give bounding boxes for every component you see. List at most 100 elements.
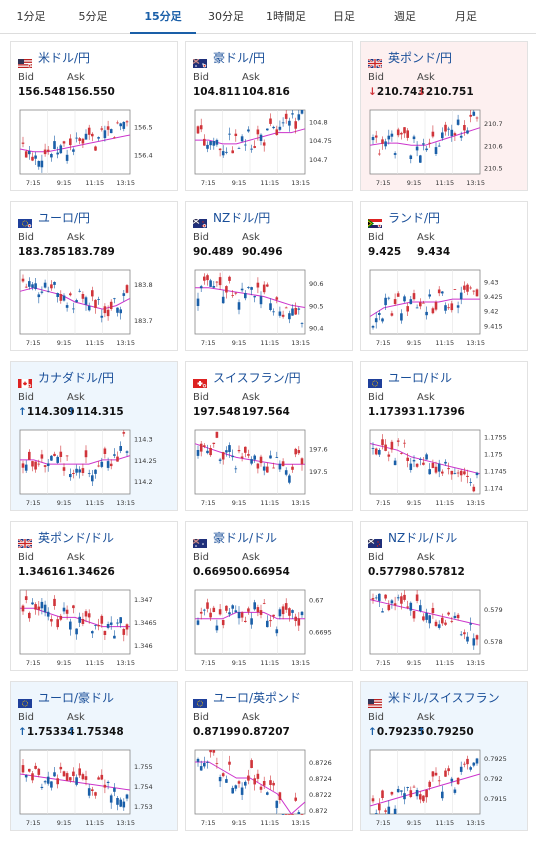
candlestick-chart[interactable]: 9.43 9.425 9.42 9.415 7:15 9:15 11:15 13:15 (368, 266, 522, 348)
tab-5[interactable]: 1時間足 (266, 10, 306, 23)
candlestick-chart[interactable]: 156.5 156.4 7:15 9:15 11:15 13:15 (18, 106, 172, 188)
candle-body (412, 786, 416, 788)
candle-body (419, 605, 422, 611)
pair-title[interactable]: ユーロ/円 (38, 211, 91, 225)
candle-body (250, 148, 253, 150)
candle-body (387, 297, 391, 299)
moving-average-line (369, 443, 481, 475)
pair-title[interactable]: スイスフラン/円 (213, 371, 301, 385)
tab-3[interactable]: 15分足 (130, 0, 196, 34)
rate-card[interactable]: NZドル/ドル Bid Ask 0.57798 0.57812 0.579 0.578 7:1… (360, 521, 528, 671)
candlestick-chart[interactable]: 183.8 183.7 7:15 9:15 11:15 13:15 (18, 266, 172, 348)
candle-body (469, 114, 472, 117)
pair-title[interactable]: NZドル/ドル (388, 531, 458, 545)
candle-body (266, 284, 269, 287)
tab-6[interactable]: 日足 (333, 10, 355, 23)
candle-body (403, 594, 406, 600)
rate-card[interactable]: ユーロ/豪ドル Bid Ask ↑1.75334 ↑1.75348 1.755 1.754 1… (10, 681, 178, 831)
pair-title[interactable]: 豪ドル/ドル (213, 531, 278, 545)
pair-title[interactable]: ユーロ/豪ドル (38, 691, 115, 705)
candle-body (37, 161, 41, 167)
candle-body (378, 153, 381, 155)
candle-body (78, 616, 81, 623)
candle-body (43, 465, 47, 467)
bid-value: ↑0.79235 (368, 726, 425, 738)
candlestick-chart[interactable]: 90.6 90.5 90.4 7:15 9:15 11:15 13:15 (193, 266, 347, 348)
candle-body (100, 774, 104, 780)
rate-card[interactable]: スイスフラン/円 Bid Ask 197.548 197.564 197.6 197.5 7:… (185, 361, 353, 511)
x-tick-label: 7:15 (376, 659, 391, 667)
candle-body (225, 286, 228, 293)
x-tick-label: 9:15 (57, 339, 72, 347)
tab-4[interactable]: 30分足 (208, 10, 244, 23)
candlestick-chart[interactable]: 1.1755 1.175 1.1745 1.174 7:15 9:15 11:15 13:15 (368, 426, 522, 508)
rate-card[interactable]: ユーロ/英ポンド Bid Ask 0.87199 0.87207 0.8726 0.8724… (185, 681, 353, 831)
candlestick-chart[interactable]: 1.755 1.754 1.753 7:15 9:15 11:15 13:15 (18, 746, 172, 828)
candle-body (441, 791, 444, 799)
pair-title[interactable]: ユーロ/ドル (388, 371, 453, 385)
rate-card[interactable]: 米ドル/円 Bid Ask 156.548 156.550 156.5 156.4 7:15 9… (10, 41, 178, 191)
candle-body (284, 470, 288, 475)
rate-card[interactable]: ユーロ/ドル Bid Ask 1.17393 1.17396 1.1755 1.175 1.1… (360, 361, 528, 511)
candlestick-chart[interactable]: 114.3 114.25 114.2 7:15 9:15 11:15 13:15 (18, 426, 172, 508)
pair-title[interactable]: 米ドル/円 (38, 51, 91, 65)
candle-body (278, 463, 282, 470)
candlestick-chart[interactable]: 0.67 0.6695 7:15 9:15 11:15 13:15 (193, 586, 347, 668)
candle-body (78, 290, 81, 292)
candle-body (62, 771, 66, 777)
x-tick-label: 9:15 (232, 339, 247, 347)
candle-body (297, 114, 301, 120)
pair-title[interactable]: ユーロ/英ポンド (213, 691, 302, 705)
candlestick-chart[interactable]: 0.579 0.578 7:15 9:15 11:15 13:15 (368, 586, 522, 668)
rate-card[interactable]: 豪ドル/円 Bid Ask 104.811 104.816 104.8 104.75 104.… (185, 41, 353, 191)
rate-card[interactable]: ランド/円 Bid Ask 9.425 9.434 9.43 9.425 9.42 9.415 7… (360, 201, 528, 351)
pair-title[interactable]: 豪ドル/円 (213, 51, 266, 65)
tab-2[interactable]: 5分足 (78, 10, 108, 23)
candle-body (456, 472, 460, 474)
pair-title[interactable]: 英ポンド/ドル (38, 531, 115, 545)
tab-8[interactable]: 月足 (455, 10, 477, 23)
rate-card[interactable]: ユーロ/円 Bid Ask 183.785 183.789 183.8 183.7 7:15 9… (10, 201, 178, 351)
pair-title[interactable]: NZドル/円 (213, 211, 271, 225)
x-tick-label: 11:15 (435, 499, 454, 507)
candle-body (415, 790, 419, 797)
pair-title[interactable]: 米ドル/スイスフラン (388, 691, 500, 705)
pair-title[interactable]: ランド/円 (388, 211, 441, 225)
x-tick-label: 7:15 (26, 179, 41, 187)
candle-body (422, 795, 425, 802)
x-tick-label: 13:15 (116, 339, 135, 347)
candle-body (431, 771, 435, 777)
candle-body (294, 448, 297, 455)
candle-body (103, 130, 107, 139)
candle-body (472, 638, 476, 646)
candlestick-chart[interactable]: 0.8726 0.8724 0.8722 0.872 7:15 9:15 11:15 13:1… (193, 746, 347, 828)
candle-body (78, 768, 81, 776)
tab-7[interactable]: 週足 (394, 10, 416, 23)
rate-card[interactable]: カナダドル/円 Bid Ask ↑114.309 ↑114.315 114.3 114.25… (10, 361, 178, 511)
rate-card[interactable]: 英ポンド/ドル Bid Ask 1.34616 1.34626 1.347 1.3465 1.… (10, 521, 178, 671)
tab-1[interactable]: 1分足 (16, 10, 46, 23)
rate-card[interactable]: 英ポンド/円 Bid Ask ↓210.743 ↓210.751 210.7 210.6 21… (360, 41, 528, 191)
pair-title[interactable]: カナダドル/円 (38, 371, 115, 385)
candle-body (250, 760, 253, 768)
candle-body (253, 455, 256, 460)
pair-title[interactable]: 英ポンド/円 (388, 51, 453, 65)
candle-body (203, 138, 206, 146)
ask-value: 0.87207 (242, 726, 290, 738)
candle-body (291, 466, 294, 470)
candlestick-chart[interactable]: 210.7 210.6 210.5 7:15 9:15 11:15 13:15 (368, 106, 522, 188)
rate-card[interactable]: 米ドル/スイスフラン Bid Ask ↑0.79235 ↑0.79250 0.7925 0.… (360, 681, 528, 831)
candlestick-chart[interactable]: 0.7925 0.792 0.7915 7:15 9:15 11:15 13:15 (368, 746, 522, 828)
x-tick-label: 7:15 (26, 659, 41, 667)
candle-body (103, 306, 107, 314)
rate-card[interactable]: NZドル/円 Bid Ask 90.489 90.496 90.6 90.5 90.4 7:15… (185, 201, 353, 351)
candle-body (434, 147, 438, 154)
candle-body (62, 607, 66, 612)
candle-body (59, 615, 63, 620)
rate-card[interactable]: 豪ドル/ドル Bid Ask 0.66950 0.66954 0.67 0.6695 7:15… (185, 521, 353, 671)
candlestick-chart[interactable]: 1.347 1.3465 1.346 7:15 9:15 11:15 13:15 (18, 586, 172, 668)
candlestick-chart[interactable]: 197.6 197.5 7:15 9:15 11:15 13:15 (193, 426, 347, 508)
candlestick-chart[interactable]: 104.8 104.75 104.7 7:15 9:15 11:15 13:15 (193, 106, 347, 188)
candle-body (437, 463, 441, 472)
candle-body (125, 285, 129, 293)
